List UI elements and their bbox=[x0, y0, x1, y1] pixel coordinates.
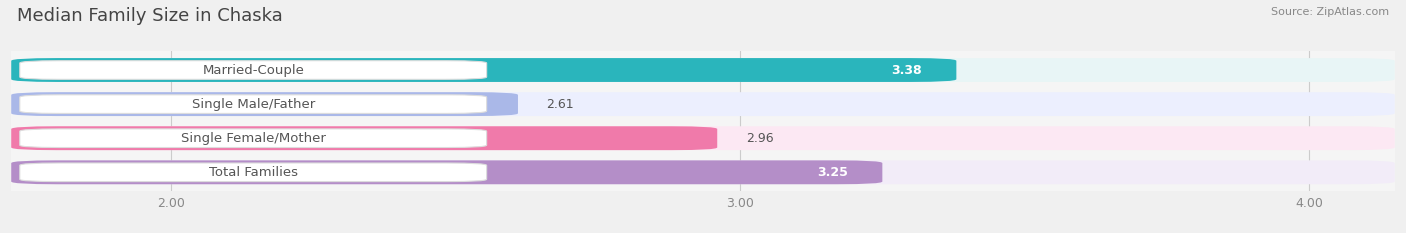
Text: 3.25: 3.25 bbox=[817, 166, 848, 179]
FancyBboxPatch shape bbox=[11, 126, 717, 150]
Text: Single Male/Father: Single Male/Father bbox=[191, 98, 315, 111]
Text: Single Female/Mother: Single Female/Mother bbox=[181, 132, 326, 145]
Text: 2.61: 2.61 bbox=[547, 98, 574, 111]
Text: Total Families: Total Families bbox=[208, 166, 298, 179]
Text: Source: ZipAtlas.com: Source: ZipAtlas.com bbox=[1271, 7, 1389, 17]
FancyBboxPatch shape bbox=[20, 95, 486, 113]
FancyBboxPatch shape bbox=[20, 61, 486, 79]
FancyBboxPatch shape bbox=[20, 163, 486, 182]
Text: 3.38: 3.38 bbox=[891, 64, 922, 76]
FancyBboxPatch shape bbox=[11, 160, 883, 184]
FancyBboxPatch shape bbox=[11, 160, 1395, 184]
FancyBboxPatch shape bbox=[11, 126, 1395, 150]
FancyBboxPatch shape bbox=[20, 129, 486, 147]
Text: Median Family Size in Chaska: Median Family Size in Chaska bbox=[17, 7, 283, 25]
FancyBboxPatch shape bbox=[11, 58, 1395, 82]
FancyBboxPatch shape bbox=[11, 92, 517, 116]
FancyBboxPatch shape bbox=[11, 58, 956, 82]
Text: 2.96: 2.96 bbox=[745, 132, 773, 145]
Text: Married-Couple: Married-Couple bbox=[202, 64, 304, 76]
FancyBboxPatch shape bbox=[11, 92, 1395, 116]
